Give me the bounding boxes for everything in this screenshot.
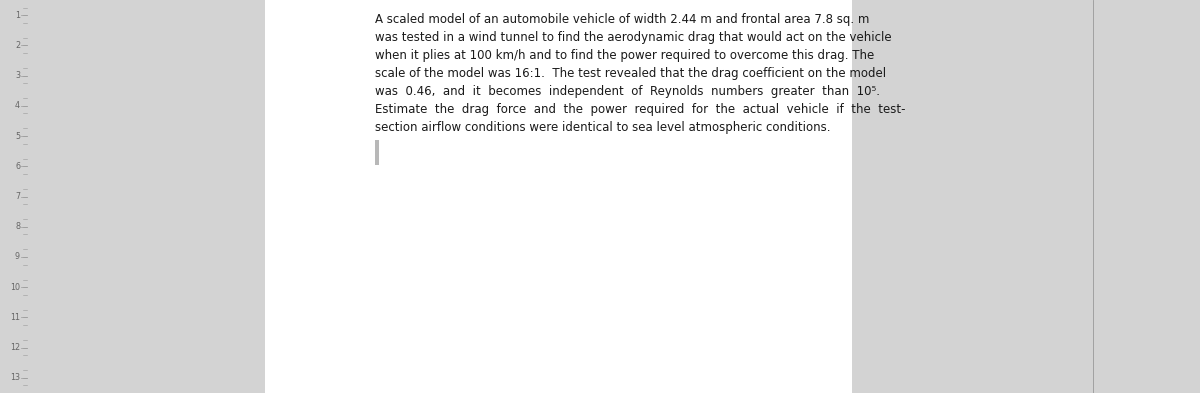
Text: 11: 11 bbox=[10, 313, 20, 322]
Text: section airflow conditions were identical to sea level atmospheric conditions.: section airflow conditions were identica… bbox=[374, 121, 830, 134]
Text: was tested in a wind tunnel to find the aerodynamic drag that would act on the v: was tested in a wind tunnel to find the … bbox=[374, 31, 892, 44]
Text: 4: 4 bbox=[14, 101, 20, 110]
Text: 2: 2 bbox=[14, 41, 20, 50]
Text: 6: 6 bbox=[14, 162, 20, 171]
Text: 8: 8 bbox=[14, 222, 20, 231]
Text: 10: 10 bbox=[10, 283, 20, 292]
Text: 13: 13 bbox=[10, 373, 20, 382]
Text: 1: 1 bbox=[14, 11, 20, 20]
Text: 9: 9 bbox=[14, 252, 20, 261]
Text: 7: 7 bbox=[14, 192, 20, 201]
Bar bbox=[265, 0, 852, 393]
Text: was  0.46,  and  it  becomes  independent  of  Reynolds  numbers  greater  than : was 0.46, and it becomes independent of … bbox=[374, 85, 880, 98]
Text: A scaled model of an automobile vehicle of width 2.44 m and frontal area 7.8 sq.: A scaled model of an automobile vehicle … bbox=[374, 13, 869, 26]
Text: 3: 3 bbox=[14, 71, 20, 80]
Text: 5: 5 bbox=[14, 132, 20, 141]
Text: Estimate  the  drag  force  and  the  power  required  for  the  actual  vehicle: Estimate the drag force and the power re… bbox=[374, 103, 906, 116]
Bar bbox=[374, 140, 379, 165]
Text: scale of the model was 16:1.  The test revealed that the drag coefficient on the: scale of the model was 16:1. The test re… bbox=[374, 67, 886, 80]
Text: 12: 12 bbox=[10, 343, 20, 352]
Text: when it plies at 100 km/h and to find the power required to overcome this drag. : when it plies at 100 km/h and to find th… bbox=[374, 49, 875, 62]
